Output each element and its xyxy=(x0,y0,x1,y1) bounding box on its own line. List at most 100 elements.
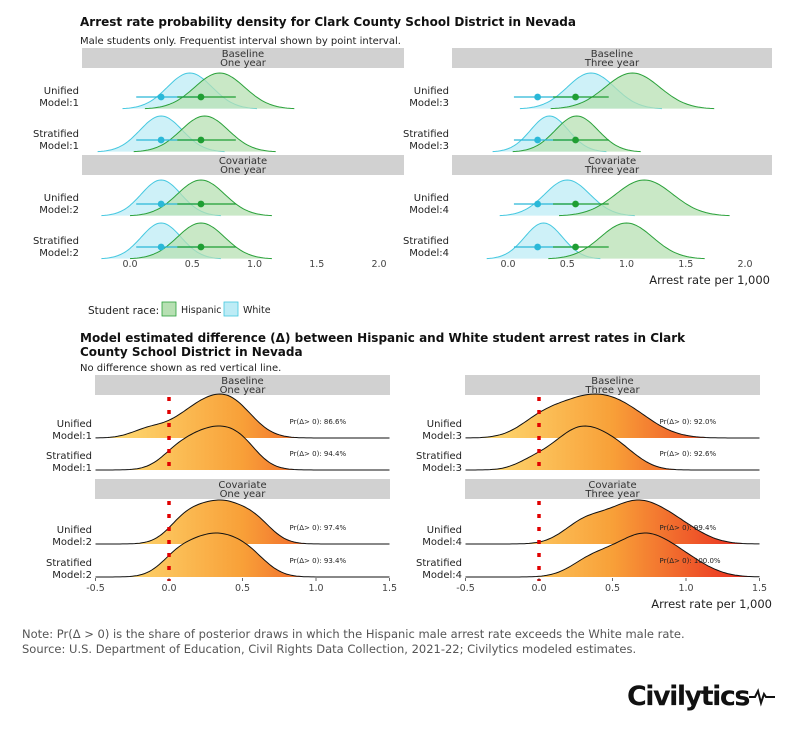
bottom-panel-1-row-2-difference-outline xyxy=(95,425,390,471)
top-panel-4-strip-label-2: Three year xyxy=(584,165,640,176)
top-panel-1-strip-label-1: Baseline xyxy=(222,49,264,60)
legend-swatch-hispanic xyxy=(161,301,177,317)
bottom-panel-4-tick-label: 1.0 xyxy=(678,583,693,594)
top-panel-2-strip-label-2: Three year xyxy=(584,58,640,69)
bottom-panel-4-row-2-difference-outline xyxy=(465,532,760,578)
top-panel-3-row-1-hispanic-density xyxy=(129,179,272,217)
top-panel-4-row-2-hispanic-density xyxy=(548,222,705,260)
bottom-panel-3-row-2-label-2: Model:2 xyxy=(52,570,92,581)
bottom-panel-2-row-2-label-1: Stratified xyxy=(416,451,462,462)
top-panel-3-strip-label-1: Covariate xyxy=(219,156,267,167)
top-panel-4-tick-label: 1.5 xyxy=(678,259,693,270)
bottom-panel-2-row-2-label-2: Model:3 xyxy=(422,463,462,474)
top-panel-4-strip xyxy=(452,155,772,175)
bottom-panel-4-tick-label: 1.5 xyxy=(752,583,767,594)
note-line: Note: Pr(Δ > 0) is the share of posterio… xyxy=(22,627,685,641)
bottom-panel-4-row-2-label-2: Model:4 xyxy=(422,570,462,581)
top-panel-2-row-2-hispanic-point xyxy=(572,136,579,144)
bottom-panel-4-strip-label-2: Three year xyxy=(584,489,640,500)
bottom-panel-3-row-1-label-2: Model:2 xyxy=(52,537,92,548)
top-panel-4-tick-label: 0.0 xyxy=(500,259,515,270)
bottom-panel-1-row-1-difference-outline xyxy=(95,393,390,439)
bottom-x-axis-label: Arrest rate per 1,000 xyxy=(651,597,772,611)
top-panel-2-row-2-label-1: Stratified xyxy=(403,129,449,140)
bottom-panel-3-row-1-probability-label: Pr(Δ> 0): 97.4% xyxy=(290,524,347,532)
chart-figure: Arrest rate probability density for Clar… xyxy=(33,15,772,611)
bottom-panel-4-strip-label-1: Covariate xyxy=(588,480,636,491)
top-panel-4-tick-label: 2.0 xyxy=(737,259,752,270)
legend-label-hispanic: Hispanic xyxy=(181,305,221,316)
top-panel-2-strip xyxy=(452,48,772,68)
bottom-panel-2-row-2-difference-outline xyxy=(465,425,760,471)
top-panel-3-row-2-hispanic-density xyxy=(129,222,272,260)
bottom-panel-3-row-1-difference-outline xyxy=(95,499,390,545)
footnote: Note: Pr(Δ > 0) is the share of posterio… xyxy=(22,627,782,657)
bottom-chart-title-line2: County School District in Nevada xyxy=(80,345,303,359)
bottom-panel-4-row-1-difference-area xyxy=(465,500,760,544)
top-panel-1-row-2-label-1: Stratified xyxy=(33,129,79,140)
legend-swatch-white xyxy=(223,301,239,317)
bottom-panel-1-row-1-label-1: Unified xyxy=(57,419,92,430)
top-panel-4-row-1-hispanic-point xyxy=(572,200,579,208)
top-panel-3-tick-label: 1.0 xyxy=(247,259,262,270)
bottom-panel-2-row-1-label-2: Model:3 xyxy=(422,431,462,442)
source-line: Source: U.S. Department of Education, Ci… xyxy=(22,642,637,656)
bottom-panel-3-strip xyxy=(95,479,390,499)
bottom-panel-4-row-2-difference-area xyxy=(465,533,760,577)
bottom-chart-subtitle: No difference shown as red vertical line… xyxy=(80,363,281,374)
top-panel-4-row-1-label-1: Unified xyxy=(414,193,449,204)
top-panel-4-tick-label: 1.0 xyxy=(619,259,634,270)
top-panel-3-tick-label: 1.5 xyxy=(309,259,324,270)
top-panel-1-row-1-label-1: Unified xyxy=(44,86,79,97)
bottom-panel-3-row-2-label-1: Stratified xyxy=(46,558,92,569)
bottom-panel-2-strip-label-1: Baseline xyxy=(591,376,633,387)
logo-text: Civilytics xyxy=(626,681,751,712)
bottom-panel-3-tick-label: 1.0 xyxy=(308,583,323,594)
top-panel-2-row-2-label-2: Model:3 xyxy=(409,141,449,152)
pulse-icon xyxy=(749,687,775,707)
top-panel-4-tick-label: 0.5 xyxy=(560,259,575,270)
bottom-panel-1-row-2-difference-area xyxy=(95,426,390,470)
top-panel-1-strip xyxy=(82,48,404,68)
bottom-panel-3-tick-label: -0.5 xyxy=(86,583,105,594)
top-panel-3-row-1-hispanic-point xyxy=(197,200,205,208)
bottom-panel-1-row-1-probability-label: Pr(Δ> 0): 86.6% xyxy=(290,418,347,426)
top-panel-1-row-2-label-2: Model:1 xyxy=(39,141,79,152)
top-panel-2-strip-label-1: Baseline xyxy=(591,49,633,60)
bottom-panel-3-tick-label: 0.0 xyxy=(161,583,176,594)
top-panel-3-tick-label: 2.0 xyxy=(371,259,386,270)
top-panel-2-row-2-hispanic-density xyxy=(512,115,641,153)
bottom-panel-4-row-1-difference-outline xyxy=(465,499,760,545)
bottom-panel-3-strip-label-1: Covariate xyxy=(218,480,266,491)
bottom-panel-4-row-1-label-2: Model:4 xyxy=(422,537,462,548)
top-panel-3-row-1-label-1: Unified xyxy=(44,193,79,204)
bottom-panel-4-strip xyxy=(465,479,760,499)
bottom-panel-4-row-1-label-1: Unified xyxy=(427,525,462,536)
top-panel-2-row-1-white-point xyxy=(534,93,542,101)
top-panel-3-tick-label: 0.5 xyxy=(185,259,200,270)
bottom-panel-1-row-1-label-2: Model:1 xyxy=(52,431,92,442)
bottom-panel-4-tick-label: -0.5 xyxy=(456,583,475,594)
top-panel-1-row-1-white-point xyxy=(157,93,165,101)
top-panel-3-tick-label: 0.0 xyxy=(122,259,137,270)
bottom-panel-1-strip xyxy=(95,375,390,395)
bottom-panel-4-row-1-probability-label: Pr(Δ> 0): 99.4% xyxy=(660,524,717,532)
top-panel-4-row-1-hispanic-density xyxy=(558,179,730,217)
top-x-axis-label: Arrest rate per 1,000 xyxy=(649,273,770,287)
bottom-panel-1-row-2-label-1: Stratified xyxy=(46,451,92,462)
top-panel-4-row-1-white-point xyxy=(534,200,542,208)
bottom-panel-1-strip-label-2: One year xyxy=(220,385,267,396)
top-panel-2-row-1-label-1: Unified xyxy=(414,86,449,97)
bottom-panel-4-tick-label: 0.0 xyxy=(531,583,546,594)
bottom-panel-4-tick-label: 0.5 xyxy=(605,583,620,594)
bottom-panel-3-row-1-difference-area xyxy=(95,500,390,544)
top-panel-3-row-2-white-point xyxy=(157,243,165,251)
top-panel-1-row-2-white-point xyxy=(157,136,165,144)
top-panel-2-row-1-hispanic-point xyxy=(572,93,579,101)
top-panel-3-row-1-label-2: Model:2 xyxy=(39,205,79,216)
top-chart-title: Arrest rate probability density for Clar… xyxy=(80,15,576,29)
bottom-panel-2-row-2-difference-area xyxy=(465,426,760,470)
top-panel-4-row-2-label-1: Stratified xyxy=(403,236,449,247)
bottom-panel-2-row-2-probability-label: Pr(Δ> 0): 92.6% xyxy=(660,450,717,458)
